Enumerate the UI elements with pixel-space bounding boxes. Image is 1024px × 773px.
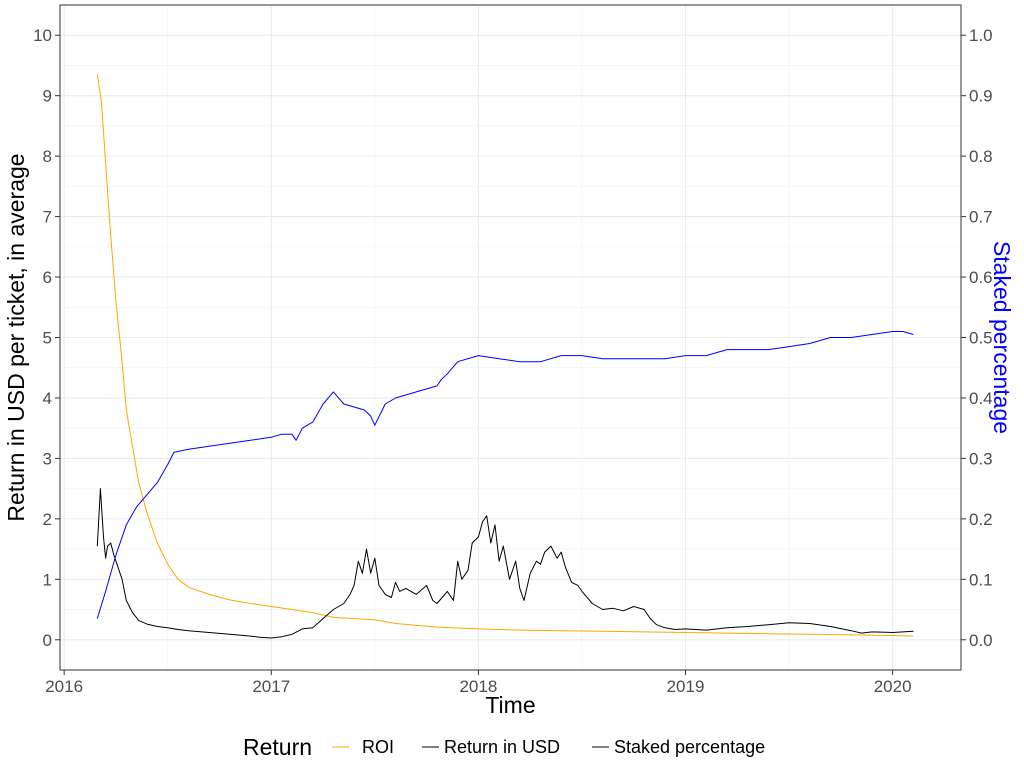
x-tick-label: 2017 <box>252 677 290 696</box>
y2-tick-label: 0.3 <box>969 449 993 468</box>
y2-tick-label: 0.8 <box>969 147 993 166</box>
y-tick-label: 8 <box>43 147 52 166</box>
grid <box>60 5 961 670</box>
y-tick-label: 5 <box>43 329 52 348</box>
y2-tick-label: 0.2 <box>969 510 993 529</box>
x-tick-label: 2020 <box>874 677 912 696</box>
y2-tick-label: 0.5 <box>969 329 993 348</box>
y-tick-label: 6 <box>43 268 52 287</box>
legend-label-roi: ROI <box>362 737 394 757</box>
series-line-staked-percentage <box>96 331 914 619</box>
y2-axis-title: Staked percentage <box>989 241 1015 434</box>
legend-label-return-in-usd: Return in USD <box>444 737 560 757</box>
y2-tick-label: 0.0 <box>969 631 993 650</box>
y-tick-label: 3 <box>43 449 52 468</box>
y-tick-label: 4 <box>43 389 52 408</box>
axes: 2016 2017 2018 2019 2020 0 1 2 3 4 5 6 7 8 9 10 0.0 0.1 0.… <box>33 26 993 696</box>
x-tick-label: 2018 <box>459 677 497 696</box>
y2-tick-label: 1.0 <box>969 26 993 45</box>
y2-tick-label: 0.1 <box>969 570 993 589</box>
y2-tick-label: 0.4 <box>969 389 993 408</box>
series-line-return-in-usd <box>96 488 914 639</box>
y-tick-label: 0 <box>43 631 52 650</box>
y2-tick-label: 0.9 <box>969 87 993 106</box>
x-tick-label: 2019 <box>667 677 705 696</box>
legend-title: Return <box>243 734 312 760</box>
y-tick-label: 7 <box>43 208 52 227</box>
y-tick-label: 9 <box>43 87 52 106</box>
series-layer <box>96 74 914 639</box>
y-tick-label: 1 <box>43 570 52 589</box>
y2-tick-label: 0.7 <box>969 208 993 227</box>
legend: Return ROI Return in USD Staked percenta… <box>243 734 765 760</box>
y-tick-label: 2 <box>43 510 52 529</box>
y2-tick-label: 0.6 <box>969 268 993 287</box>
legend-label-staked-percentage: Staked percentage <box>614 737 765 757</box>
y-axis-title: Return in USD per ticket, in average <box>3 153 29 521</box>
series-line-roi <box>96 74 914 637</box>
x-tick-label: 2016 <box>45 677 83 696</box>
y-tick-label: 10 <box>33 26 52 45</box>
x-axis-title: Time <box>485 692 535 718</box>
